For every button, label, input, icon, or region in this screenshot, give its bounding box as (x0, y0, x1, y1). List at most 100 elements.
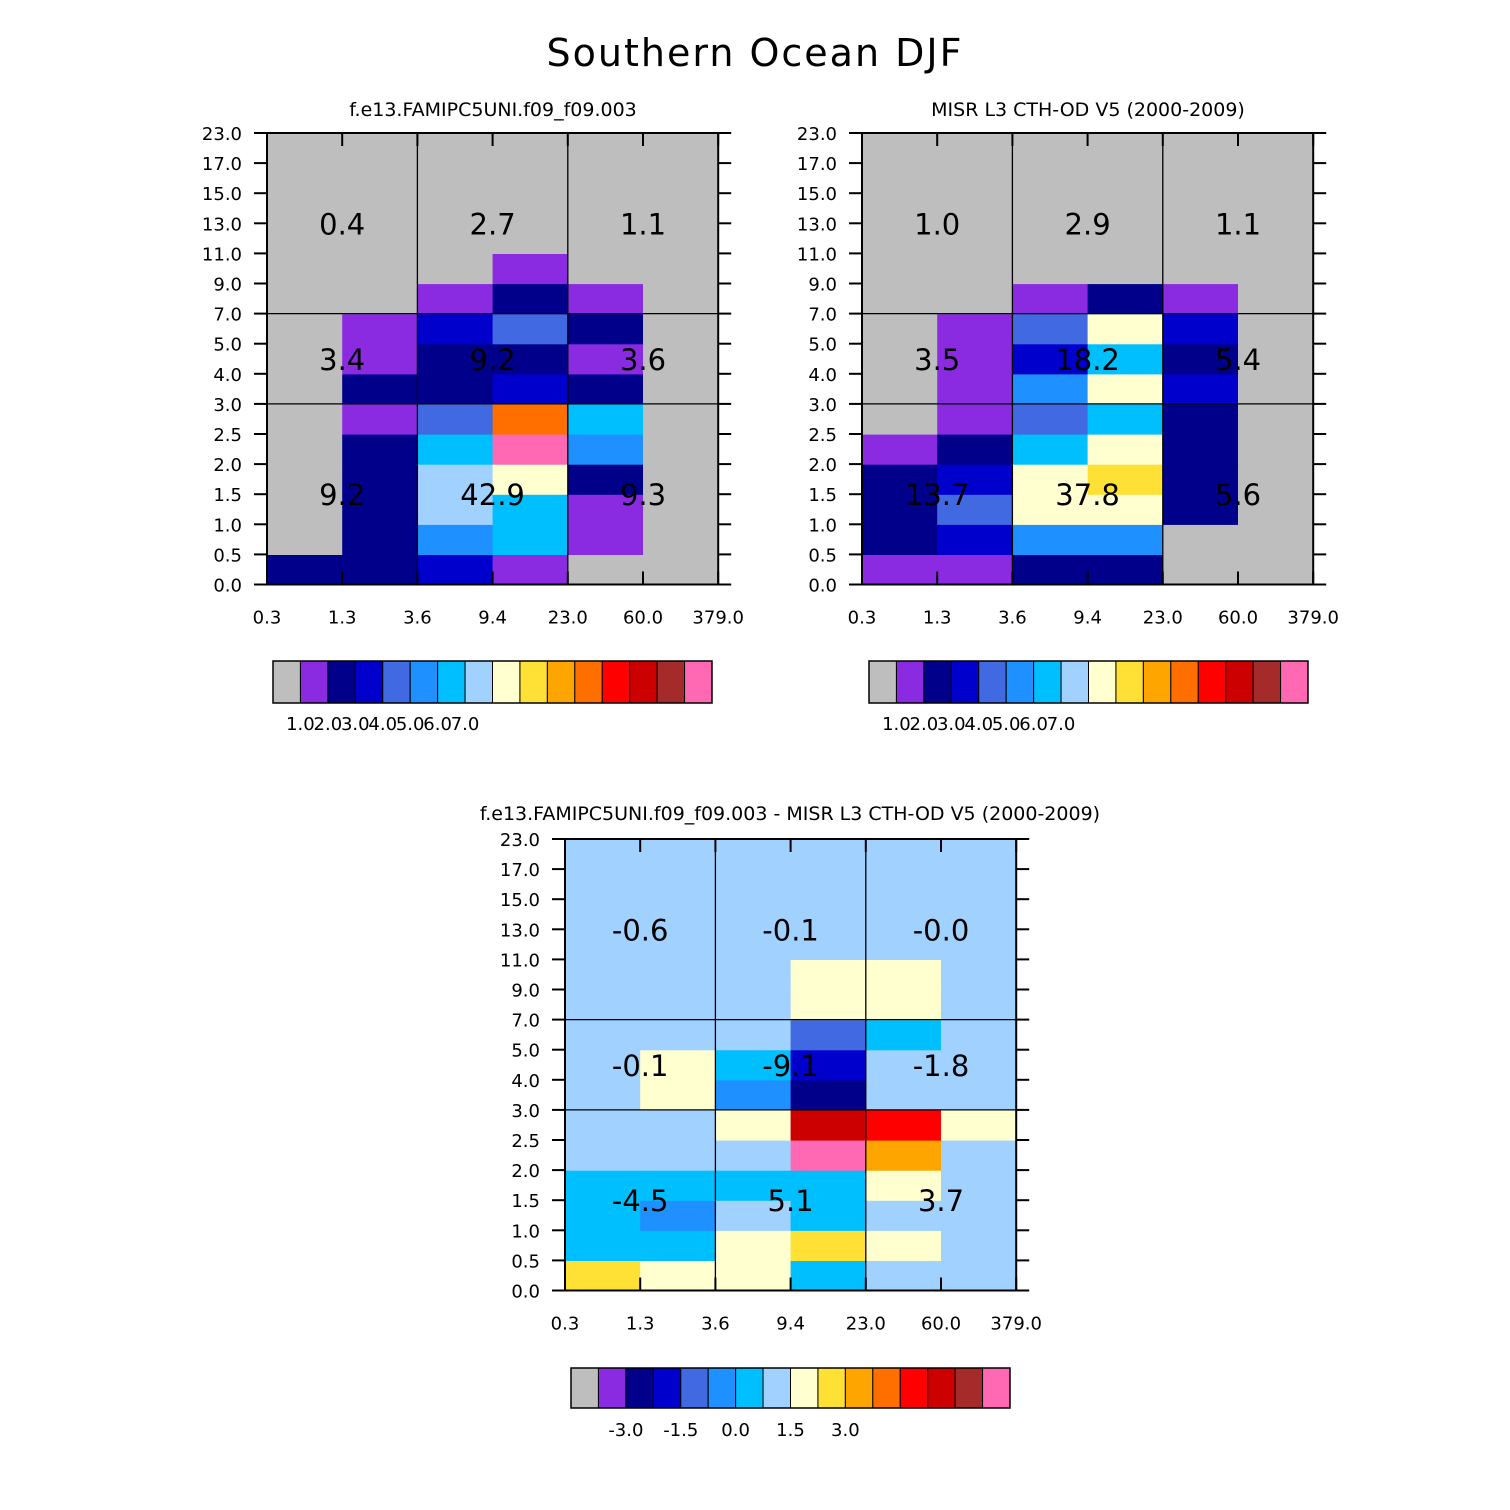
colorbar-frame (868, 660, 1309, 704)
y-tick-label: 1.0 (511, 1221, 540, 1242)
y-tick-label: 4.0 (808, 365, 837, 386)
heatmap-cell (417, 163, 494, 194)
heatmap-cell (862, 554, 938, 586)
region-total: 1.1 (620, 207, 666, 241)
heatmap-cell (1087, 373, 1164, 405)
heatmap-cell (643, 283, 719, 315)
heatmap-cell (643, 403, 719, 435)
heatmap-cell (937, 403, 1013, 435)
colorbar-label: 2.0 (910, 714, 939, 735)
heatmap-cell (865, 1049, 942, 1081)
heatmap-cell (643, 494, 719, 525)
colorbar-swatch (1280, 660, 1309, 704)
heatmap-cell (565, 1200, 641, 1231)
heatmap-cell (937, 223, 1013, 254)
heatmap-cell (492, 403, 569, 435)
y-tick-label: 11.0 (797, 244, 837, 265)
heatmap-cell (865, 1230, 942, 1261)
heatmap-cell (342, 494, 418, 525)
heatmap-cell (790, 1170, 867, 1201)
colorbar-swatch (895, 660, 925, 704)
heatmap-cell (1012, 434, 1089, 465)
heatmap-cell (1162, 403, 1239, 435)
heatmap-cell (1087, 253, 1164, 285)
heatmap-cell (1162, 283, 1239, 315)
panel-title-misr: MISR L3 CTH-OD V5 (2000-2009) (931, 99, 1245, 121)
colorbar-swatch (597, 1367, 627, 1409)
heatmap-cell (715, 1049, 792, 1081)
heatmap-cell (941, 839, 1017, 870)
x-tick-label: 9.4 (1073, 608, 1102, 629)
y-tick-label: 2.0 (213, 455, 242, 476)
heatmap-cell (267, 163, 343, 194)
region-total: 1.1 (1215, 207, 1261, 241)
heatmap-cell (1012, 464, 1089, 495)
heatmap-cell (1238, 343, 1314, 375)
y-tick-label: 2.5 (511, 1131, 540, 1152)
heatmap-cell (715, 1170, 792, 1201)
heatmap-cell (941, 1049, 1017, 1081)
heatmap-cell (567, 133, 644, 164)
y-tick-label: 7.0 (808, 305, 837, 326)
y-tick-label: 3.0 (213, 395, 242, 416)
heatmap-cell (492, 343, 569, 375)
heatmap-cell (862, 343, 938, 375)
heatmap-cell (1238, 313, 1314, 345)
colorbar-swatch (844, 1367, 874, 1409)
y-tick-label: 3.0 (511, 1101, 540, 1122)
heatmap-cell (1012, 253, 1089, 285)
heatmap-cell (417, 313, 494, 345)
heatmap-cell (1238, 554, 1314, 586)
heatmap-cell (1012, 494, 1089, 525)
heatmap-cell (640, 1019, 716, 1051)
heatmap-cell (715, 1230, 792, 1261)
heatmap-cell (417, 554, 494, 586)
heatmap-cell (1087, 163, 1164, 194)
colorbar-swatch (762, 1367, 791, 1409)
x-tick-label: 379.0 (692, 608, 744, 629)
heatmap-cell (640, 1140, 716, 1171)
heatmap-cell (342, 163, 418, 194)
heatmap-cell (941, 959, 1017, 991)
heatmap-cell (267, 133, 343, 164)
heatmap-cell (1238, 524, 1314, 555)
heatmap-cell (267, 524, 343, 555)
heatmap-cell (640, 1079, 716, 1111)
heatmap-cell (640, 899, 716, 930)
colorbar-swatch (492, 660, 521, 704)
heatmap-cell (865, 1260, 942, 1292)
heatmap-cell (567, 434, 644, 465)
heatmap-cell (862, 223, 938, 254)
heatmap-cell (862, 253, 938, 285)
heatmap-cell (715, 1200, 792, 1231)
y-tick-label: 2.5 (213, 425, 242, 446)
heatmap-cell (941, 1200, 1017, 1231)
colorbar-swatch (927, 1367, 956, 1409)
heatmap-cell (1238, 283, 1314, 315)
heatmap-cell (790, 1109, 867, 1141)
heatmap-cell (267, 554, 343, 586)
colorbar-swatch (464, 660, 493, 704)
heatmap-cell (941, 899, 1017, 930)
heatmap-cell (1238, 373, 1314, 405)
heatmap-cell (862, 133, 938, 164)
colorbar-swatch (1252, 660, 1282, 704)
heatmap-cell (1012, 313, 1089, 345)
y-tick-label: 0.5 (511, 1251, 540, 1272)
heatmap-cell (1238, 464, 1314, 495)
y-tick-label: 23.0 (500, 830, 540, 851)
heatmap-cell (937, 494, 1013, 525)
heatmap-cell (865, 1200, 942, 1231)
heatmap-cell (417, 464, 494, 495)
heatmap-cell (865, 1140, 942, 1171)
heatmap-cell (565, 839, 641, 870)
heatmap-cell (1162, 343, 1239, 375)
heatmap-cell (640, 929, 716, 960)
heatmap-cell (492, 313, 569, 345)
colorbar-swatch (1142, 660, 1172, 704)
y-tick-label: 0.0 (511, 1282, 540, 1303)
heatmap-cell (492, 193, 569, 224)
colorbar-label: 6.0 (423, 714, 452, 735)
colorbar-swatch (680, 1367, 709, 1409)
y-tick-label: 11.0 (202, 244, 242, 265)
